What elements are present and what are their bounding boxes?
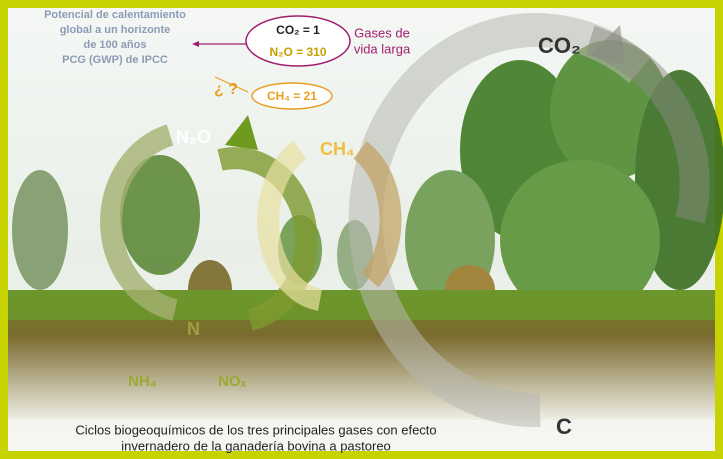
pointer (214, 76, 249, 93)
gwp-text: Potencial de calentamiento (44, 9, 186, 21)
co2-gwp: CO₂ = 1 (276, 23, 320, 37)
nh4-label: NH₄ (128, 373, 157, 390)
gas-ellipse (245, 15, 351, 67)
pointer-head (192, 41, 199, 47)
long-lived: vida larga (354, 41, 411, 56)
arrow-head (225, 115, 258, 150)
gwp-text: global a un horizonte (60, 24, 171, 36)
gwp-text: PCG (GWP) de IPCC (62, 54, 168, 66)
co2-label: CO₂ (538, 33, 581, 58)
gwp-text: de 100 años (84, 39, 147, 51)
ch4-gwp: CH₄ = 21 (267, 89, 317, 103)
c-label: C (556, 414, 572, 439)
caption: invernadero de la ganadería bovina a pas… (121, 438, 391, 453)
arrow-head (590, 25, 625, 65)
question: ¿ ? (214, 81, 238, 98)
caption: Ciclos biogeoquímicos de los tres princi… (75, 422, 436, 437)
n2o-label: N₂O (176, 127, 211, 147)
ch4-label: CH₄ (320, 139, 355, 159)
nox-label: NOₓ (218, 373, 247, 390)
n-label: N (187, 319, 200, 339)
long-lived: Gases de (354, 25, 410, 40)
ch4-ellipse (251, 82, 333, 110)
n2o-gwp: N₂O = 310 (269, 45, 326, 59)
